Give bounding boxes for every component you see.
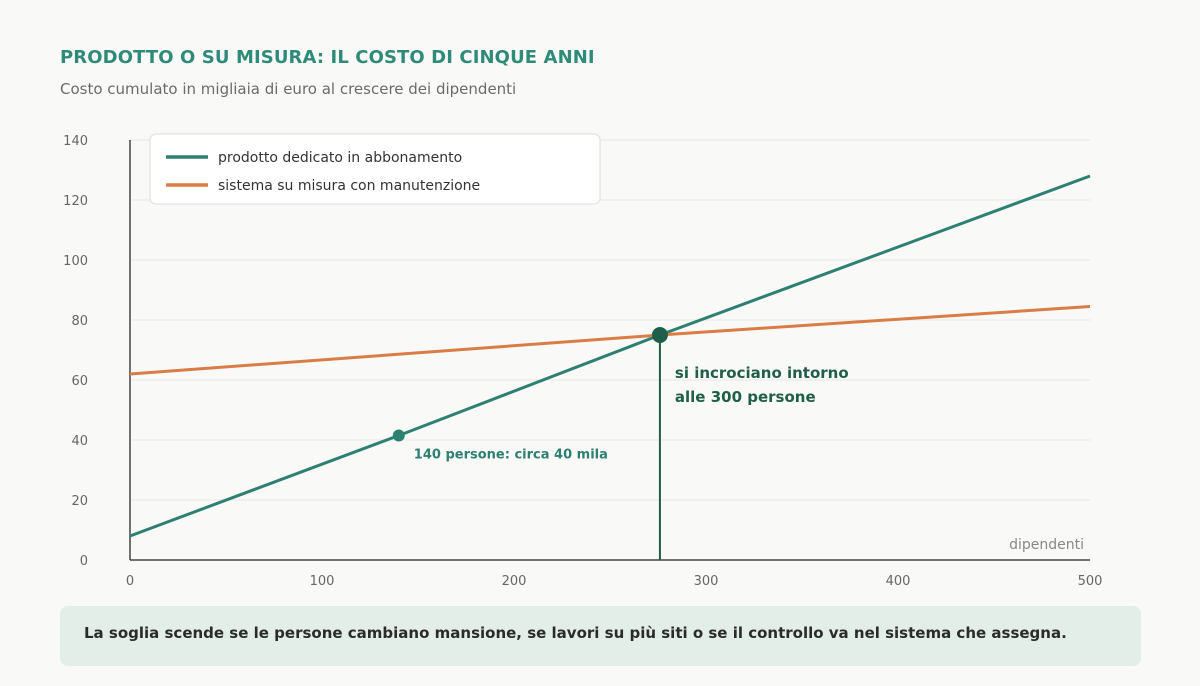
legend-label: prodotto dedicato in abbonamento	[218, 150, 462, 166]
legend-label: sistema su misura con manutenzione	[218, 178, 480, 194]
y-tick-label: 140	[63, 134, 88, 149]
footnote-box: La soglia scende se le persone cambiano …	[60, 606, 1141, 666]
legend-box	[149, 133, 601, 205]
series-line-2	[129, 305, 1091, 376]
axes: 0 20 40 60 80 100 120 140 0 100 200 300 400 500 dipend…	[63, 134, 1102, 589]
x-tick-label: 100	[310, 574, 335, 589]
line-chart: 0 20 40 60 80 100 120 140 0 100 200 300 400 500 dipend…	[63, 133, 1102, 589]
y-tick-label: 60	[71, 374, 88, 389]
chart-subtitle: Costo cumulato in migliaia di euro al cr…	[60, 80, 517, 98]
crossing-point-marker	[651, 327, 668, 343]
y-tick-label: 120	[63, 194, 88, 209]
chart-title: PRODOTTO O SU MISURA: IL COSTO DI CINQUE…	[60, 47, 595, 68]
annotations: 140 persone: circa 40 mila si incrociano …	[392, 327, 849, 560]
x-axis-label: dipendenti	[1009, 537, 1084, 553]
point-140-marker	[392, 429, 405, 442]
series-lines	[129, 174, 1091, 538]
x-tick-label: 200	[502, 574, 527, 589]
x-tick-label: 0	[126, 574, 134, 589]
y-tick-label: 80	[71, 314, 88, 329]
crossing-annotation-line: alle 300 persone	[675, 388, 816, 406]
series-line-1	[129, 174, 1091, 538]
x-tick-label: 300	[694, 574, 719, 589]
y-tick-label: 0	[80, 554, 88, 569]
x-tick-label: 500	[1078, 574, 1103, 589]
annotation-140-label: 140 persone: circa 40 mila	[414, 448, 608, 463]
y-tick-label: 20	[71, 494, 88, 509]
x-tick-label: 400	[886, 574, 911, 589]
y-tick-label: 100	[63, 254, 88, 269]
crossing-annotation-line: si incrociano intorno	[675, 364, 849, 382]
legend: prodotto dedicato in abbonamento sistema …	[149, 133, 601, 205]
y-tick-label: 40	[71, 434, 88, 449]
